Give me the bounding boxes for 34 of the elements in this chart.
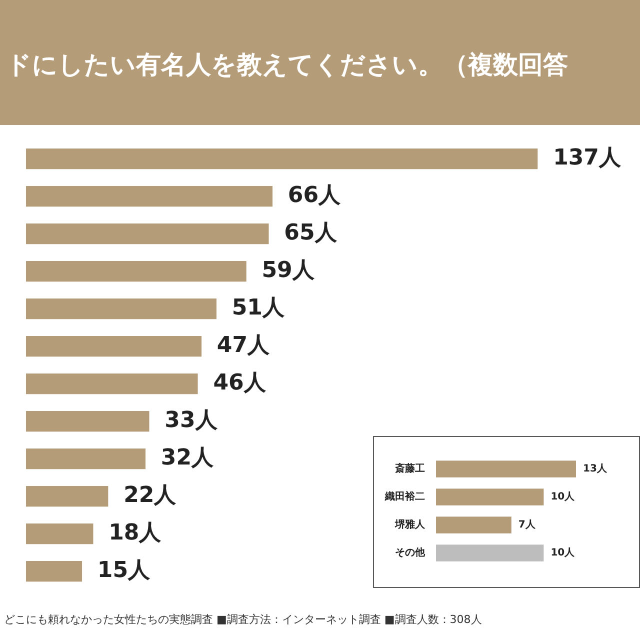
data-label: 137人	[553, 145, 622, 170]
data-label: 15人	[97, 558, 152, 583]
bar	[26, 148, 538, 170]
bar	[26, 260, 246, 282]
y-tick-label: 堺雅人	[394, 518, 426, 531]
data-label: 65人	[284, 220, 338, 246]
data-label: 66人	[288, 182, 342, 208]
bar	[26, 448, 146, 470]
text: どこにも頼れなかった女性たちの実態調査 ■調査方法：インターネット調査 ■調査人数：308人	[4, 612, 482, 627]
y-tick-label: 斎藤工	[395, 462, 425, 475]
bar	[26, 298, 216, 320]
bar	[26, 486, 108, 507]
bar	[26, 410, 150, 432]
chart-title: ドにしたい有名人を教えてください。（複数回答	[6, 49, 568, 81]
data-label: 51人	[232, 295, 286, 320]
data-label: 13人	[583, 462, 608, 475]
data-label: 47人	[216, 332, 271, 358]
data-label: 7人	[518, 518, 536, 531]
data-label: 10人	[550, 490, 576, 503]
bar	[26, 523, 94, 544]
y-tick-label: 織田裕二	[384, 490, 425, 503]
data-label: 59人	[262, 258, 316, 283]
data-label: 22人	[124, 482, 178, 508]
y-tick-label: その他	[395, 546, 426, 559]
bar	[26, 223, 269, 244]
bar	[26, 373, 198, 394]
bar	[26, 186, 272, 207]
data-label: 46人	[213, 370, 267, 396]
data-label: 10人	[550, 546, 576, 559]
data-label: 18人	[108, 520, 162, 546]
bar	[26, 336, 202, 357]
data-label: 32人	[160, 445, 215, 470]
bar	[26, 560, 82, 582]
data-label: 33人	[164, 408, 218, 433]
